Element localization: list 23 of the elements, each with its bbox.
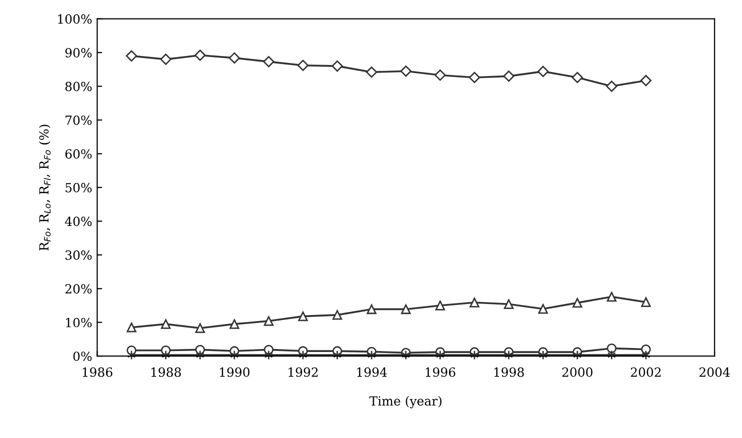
y-tick-label: 80%	[65, 82, 92, 92]
y-tick-label: 0%	[73, 352, 92, 362]
x-tick-label: 1996	[426, 367, 456, 377]
y-tick-label: 50%	[66, 182, 92, 192]
x-tick-label: 1998	[494, 367, 524, 377]
y-tick-label: 40%	[64, 216, 92, 226]
y-tick-label: 30%	[66, 250, 92, 260]
text: R$_{Fo}$, R$_{Lo}$, R$_{Fl}$, R$_{Fo}$ (%)	[38, 124, 51, 251]
x-tick-label: 2004	[699, 367, 730, 377]
x-tick-label: 2002	[630, 367, 661, 377]
y-tick-label: 90%	[65, 48, 92, 58]
x-tick-label: 1988	[151, 367, 181, 377]
x-tick-label: 1986	[82, 367, 112, 377]
x-tick-label: 1990	[220, 367, 250, 377]
y-tick-label: 10%	[66, 318, 92, 328]
y-tick-label: 20%	[65, 284, 92, 294]
x-tick-label: 1994	[357, 367, 387, 377]
x-tick-label: 2000	[562, 367, 592, 377]
y-tick-label: 60%	[65, 149, 92, 159]
y-tick-label: 100%	[58, 14, 92, 24]
x-axis-title: Time (year)	[369, 396, 442, 408]
x-tick-label: 1992	[288, 367, 318, 377]
y-tick-label: 70%	[66, 115, 92, 125]
